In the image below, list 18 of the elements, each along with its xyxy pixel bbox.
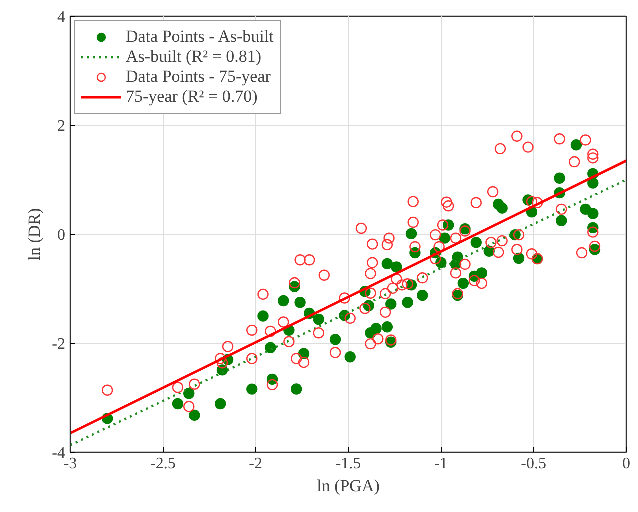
x-tick-label: -1 bbox=[434, 456, 448, 472]
y-tick-label: 2 bbox=[58, 118, 66, 135]
x-tick-label: -2 bbox=[249, 456, 262, 472]
x-tick-label: -3 bbox=[64, 456, 78, 472]
y-tick-label: -4 bbox=[52, 445, 66, 462]
x-tick-label: -0.5 bbox=[521, 456, 546, 472]
legend-label: Data Points - 75-year bbox=[126, 67, 271, 87]
x-tick-label: -2.5 bbox=[150, 456, 176, 472]
legend-label: As-built (R² = 0.81) bbox=[126, 47, 262, 67]
y-axis-title: ln (DR) bbox=[25, 208, 44, 261]
x-tick-label: 0 bbox=[622, 456, 630, 472]
legend-label: Data Points - As-built bbox=[126, 27, 274, 47]
y-tick-label: 0 bbox=[58, 227, 66, 244]
legend-label: 75-year (R² = 0.70) bbox=[126, 87, 258, 107]
y-tick-label: 4 bbox=[58, 9, 66, 26]
x-axis-title: ln (PGA) bbox=[317, 476, 380, 496]
y-tick-label: -2 bbox=[52, 336, 66, 353]
x-tick-label: -1.5 bbox=[336, 456, 362, 472]
